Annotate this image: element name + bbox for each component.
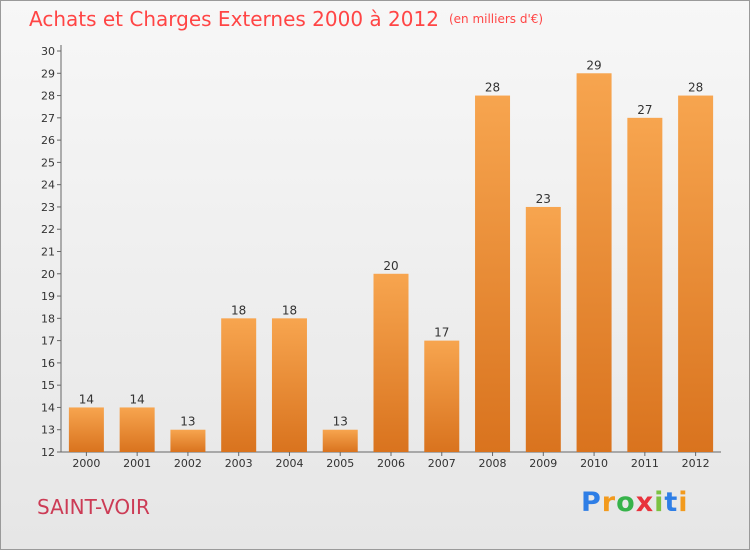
data-label-2004: 18 bbox=[282, 303, 297, 317]
y-tick-label: 25 bbox=[41, 156, 55, 169]
x-tick-label: 2003 bbox=[225, 457, 253, 470]
y-tick-label: 19 bbox=[41, 290, 55, 303]
bar-2005 bbox=[322, 429, 358, 452]
y-tick-label: 23 bbox=[41, 201, 55, 214]
data-label-2011: 27 bbox=[637, 103, 652, 117]
bars: 14 14 13 18 18 13 20 17 28 23 29 27 28 bbox=[68, 58, 714, 453]
bar-2003 bbox=[221, 318, 257, 452]
data-label-2005: 13 bbox=[333, 415, 348, 429]
bar-2007 bbox=[424, 340, 460, 452]
bar-2006 bbox=[373, 273, 409, 452]
x-tick-label: 2006 bbox=[377, 457, 405, 470]
y-tick-label: 12 bbox=[41, 446, 55, 459]
y-tick-label: 16 bbox=[41, 357, 55, 370]
bar-2008 bbox=[475, 95, 511, 453]
y-tick-label: 17 bbox=[41, 335, 55, 348]
x-tick-label: 2004 bbox=[275, 457, 303, 470]
y-axis: 12 13 14 15 16 17 18 19 20 21 22 23 24 25 26 27 28 29 30 bbox=[41, 45, 62, 459]
logo-letter: i bbox=[654, 487, 665, 518]
x-tick-label: 2012 bbox=[682, 457, 710, 470]
logo-letter: o bbox=[616, 487, 636, 518]
chart-subtitle: (en milliers d'€) bbox=[448, 12, 544, 26]
bar-2009 bbox=[525, 206, 561, 452]
data-label-2010: 29 bbox=[586, 58, 601, 72]
x-tick-label: 2007 bbox=[428, 457, 456, 470]
chart-title: Achats et Charges Externes 2000 à 2012 (e… bbox=[29, 7, 543, 31]
y-tick-label: 29 bbox=[41, 67, 55, 80]
y-tick-label: 30 bbox=[41, 45, 55, 58]
data-label-2008: 28 bbox=[485, 81, 500, 95]
y-tick-label: 28 bbox=[41, 90, 55, 103]
chart-title-text: Achats et Charges Externes 2000 à 2012 bbox=[29, 7, 439, 31]
y-tick-label: 13 bbox=[41, 424, 55, 437]
y-tick-label: 14 bbox=[41, 401, 55, 414]
x-tick-label: 2008 bbox=[479, 457, 507, 470]
y-tick-label: 26 bbox=[41, 134, 55, 147]
city-name: SAINT-VOIR bbox=[37, 495, 150, 519]
data-label-2000: 14 bbox=[79, 392, 94, 406]
data-label-2012: 28 bbox=[688, 81, 703, 95]
bar-2004 bbox=[271, 318, 307, 452]
logo-letter: r bbox=[601, 487, 617, 518]
bar-2011 bbox=[627, 117, 663, 452]
data-label-2003: 18 bbox=[231, 303, 246, 317]
x-tick-label: 2000 bbox=[72, 457, 100, 470]
data-label-2009: 23 bbox=[536, 192, 551, 206]
data-label-2002: 13 bbox=[180, 415, 195, 429]
y-tick-label: 22 bbox=[41, 223, 55, 236]
bar-2012 bbox=[678, 95, 714, 453]
logo-letter: i bbox=[678, 487, 689, 518]
x-tick-label: 2001 bbox=[123, 457, 151, 470]
y-tick-label: 24 bbox=[41, 179, 55, 192]
y-tick-label: 27 bbox=[41, 112, 55, 125]
y-tick-label: 21 bbox=[41, 246, 55, 259]
y-tick-label: 18 bbox=[41, 312, 55, 325]
bar-2000 bbox=[68, 407, 104, 452]
x-tick-label: 2010 bbox=[580, 457, 608, 470]
x-tick-label: 2002 bbox=[174, 457, 202, 470]
bar-2002 bbox=[170, 429, 206, 452]
x-tick-label: 2011 bbox=[631, 457, 659, 470]
y-tick-label: 20 bbox=[41, 268, 55, 281]
data-label-2006: 20 bbox=[383, 259, 398, 273]
proxiti-logo: Proxiti bbox=[581, 487, 689, 518]
bar-2010 bbox=[576, 73, 612, 453]
logo-letter: t bbox=[664, 487, 679, 518]
logo-letter: P bbox=[581, 487, 602, 518]
logo-letter: x bbox=[635, 487, 655, 518]
x-tick-label: 2009 bbox=[529, 457, 557, 470]
data-label-2007: 17 bbox=[434, 326, 449, 340]
x-axis: 2000 2001 2002 2003 2004 2005 2006 2007 2008 2009… bbox=[61, 451, 721, 470]
y-tick-label: 15 bbox=[41, 379, 55, 392]
x-tick-label: 2005 bbox=[326, 457, 354, 470]
data-label-2001: 14 bbox=[130, 392, 145, 406]
bar-2001 bbox=[119, 407, 155, 452]
